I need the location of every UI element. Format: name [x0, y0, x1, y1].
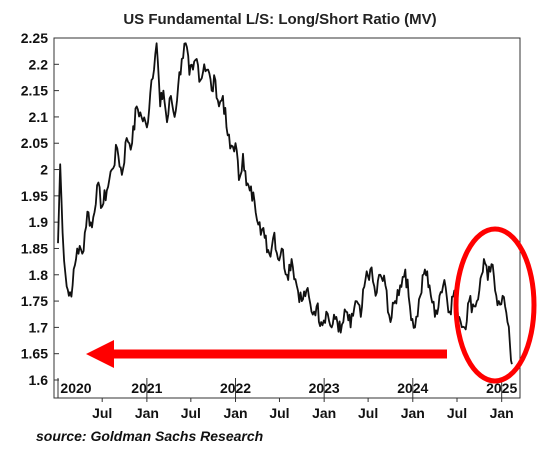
y-tick-label: 1.75: [21, 293, 48, 309]
x-month-label: Jan: [223, 405, 247, 421]
plot-frame: [53, 37, 521, 399]
x-month-label: Jan: [401, 405, 425, 421]
x-month-label: Jul: [92, 405, 112, 421]
series-line: [57, 42, 513, 365]
y-tick-label: 2.25: [21, 30, 48, 46]
x-year-label: 2025: [486, 380, 517, 396]
annotations: [86, 226, 537, 384]
x-year-label: 2020: [60, 380, 91, 396]
y-tick-label: 1.8: [29, 267, 49, 283]
x-month-label: Jan: [312, 405, 336, 421]
y-tick-label: 1.6: [29, 372, 49, 388]
y-tick-label: 1.9: [29, 214, 49, 230]
y-tick-label: 2.15: [21, 83, 48, 99]
x-year-label: 2023: [309, 380, 340, 396]
highlight-circle: [453, 226, 537, 384]
x-year-label: 2021: [131, 380, 162, 396]
x-axis: 2020 2021 2022 2023 2024 2025 Jul Jan Jul Jan Jul J…: [57, 378, 517, 421]
x-month-label: Jan: [490, 405, 514, 421]
x-month-label: Jan: [135, 405, 159, 421]
y-tick-label: 1.65: [21, 346, 48, 362]
y-tick-label: 2.05: [21, 135, 48, 151]
y-tick-label: 1.95: [21, 188, 48, 204]
x-month-label: Jul: [447, 405, 467, 421]
arrow-head: [86, 340, 114, 368]
series-group: [57, 42, 513, 365]
y-tick-label: 1.7: [29, 319, 49, 335]
x-month-label: Jul: [269, 405, 289, 421]
x-month-label: Jul: [358, 405, 378, 421]
chart-title: US Fundamental L/S: Long/Short Ratio (MV…: [123, 11, 436, 28]
x-year-label: 2024: [397, 380, 428, 396]
y-tick-label: 1.85: [21, 240, 48, 256]
y-axis: 2.25 2.2 2.15 2.1 2.05 2 1.95 1.9 1.85 1.8 1.75 1.7…: [21, 30, 59, 388]
y-tick-label: 2.2: [29, 56, 49, 72]
y-tick-label: 2: [40, 162, 48, 178]
x-year-label: 2022: [220, 380, 251, 396]
x-month-label: Jul: [181, 405, 201, 421]
y-tick-label: 2.1: [29, 109, 49, 125]
source-note: source: Goldman Sachs Research: [36, 428, 264, 444]
